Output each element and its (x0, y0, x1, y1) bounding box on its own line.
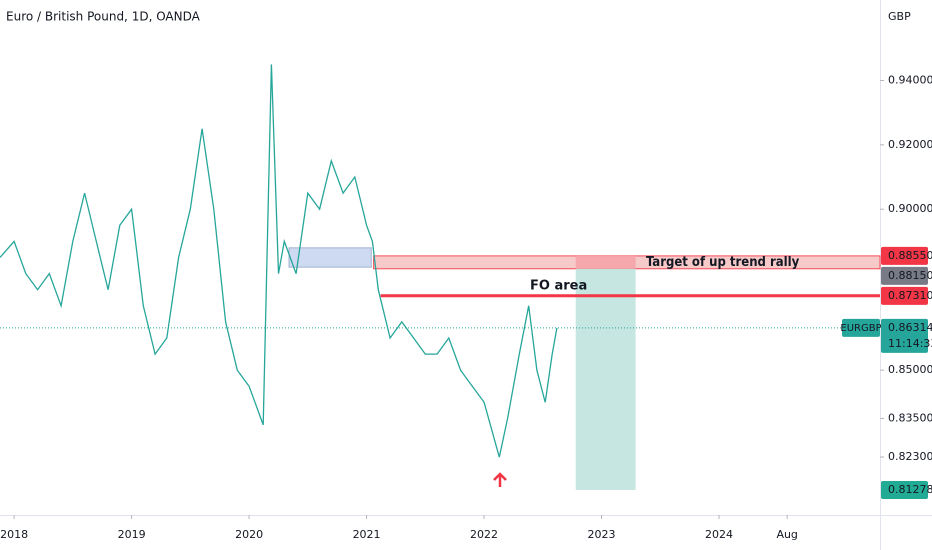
level-tag (881, 286, 928, 305)
low-arrow (493, 472, 507, 487)
level-tag-label: 0.87310 (888, 289, 932, 302)
symbol-label: EURGBP (840, 323, 881, 334)
level-tag (881, 246, 928, 265)
countdown: 11:14:33 (888, 337, 932, 350)
x-tick-label: 2020 (235, 528, 263, 541)
x-tick-label: 2021 (353, 528, 381, 541)
x-tick-label: 2024 (705, 528, 733, 541)
price-line (0, 64, 558, 458)
symbol-tag (842, 318, 880, 337)
price-tag (881, 318, 928, 353)
level-tag (881, 266, 928, 285)
y-tick-label: 0.85000 (888, 363, 932, 376)
y-tick-label: 0.90000 (888, 202, 932, 215)
chart-title: Euro / British Pound, 1D, OANDA (6, 10, 201, 24)
y-tick-label: 0.83500 (888, 411, 932, 424)
price-tag-label: 0.86314 (888, 321, 932, 334)
zone-label: Target of up trend rally (646, 255, 800, 270)
x-tick-label: 2022 (470, 528, 498, 541)
level-tag (881, 480, 928, 499)
x-tick-label: 2023 (588, 528, 616, 541)
zone (575, 255, 636, 269)
zone (575, 268, 636, 490)
x-tick-label: 2018 (0, 528, 28, 541)
level-tag-label: 0.81278 (888, 483, 932, 496)
y-tick-label: 0.82300 (888, 450, 932, 463)
level-tag-label: 0.88550 (888, 249, 932, 262)
currency-label: GBP (888, 10, 911, 23)
x-tick-label: 2019 (118, 528, 146, 541)
x-tick-label: Aug (776, 528, 797, 541)
level-tag-label: 0.88150 (888, 269, 932, 282)
y-tick-label: 0.92000 (888, 138, 932, 151)
zone (288, 247, 372, 268)
y-tick-label: 0.94000 (888, 73, 932, 86)
fo-label: FO area (530, 278, 587, 293)
